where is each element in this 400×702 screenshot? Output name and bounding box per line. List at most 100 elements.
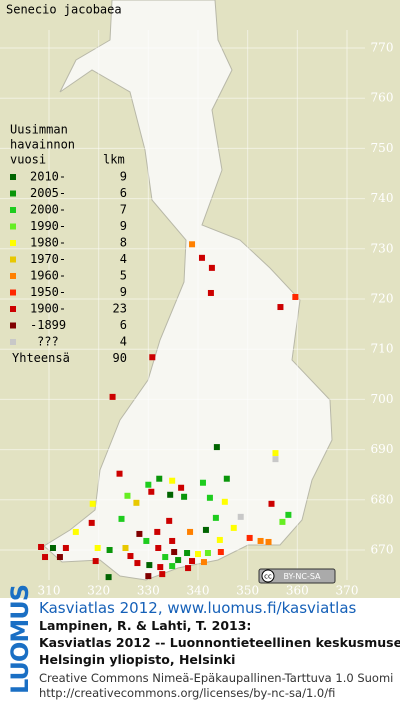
occurrence xyxy=(198,254,205,261)
occurrence xyxy=(207,289,214,296)
occurrence xyxy=(213,444,220,451)
occurrence xyxy=(136,530,143,537)
occurrence xyxy=(162,554,169,561)
legend-label: 1990- xyxy=(30,219,66,233)
legend-label: 1980- xyxy=(30,236,66,250)
occurrence xyxy=(265,538,272,545)
legend-heading: vuosi xyxy=(10,153,46,167)
occurrence xyxy=(184,550,191,557)
occurrence xyxy=(88,519,95,526)
occurrence xyxy=(49,544,56,551)
legend-count: 23 xyxy=(113,302,127,316)
y-tick-label: 750 xyxy=(371,141,394,155)
occurrence xyxy=(169,537,176,544)
legend-swatch xyxy=(10,306,16,312)
occurrence xyxy=(187,528,194,535)
occurrence xyxy=(217,549,224,556)
occurrence xyxy=(42,554,49,561)
license-line[interactable]: http://creativecommons.org/licenses/by-n… xyxy=(39,686,336,700)
occurrence xyxy=(134,560,141,567)
occurrence xyxy=(237,513,244,520)
x-tick-label: 370 xyxy=(336,584,359,598)
y-tick-label: 670 xyxy=(371,543,394,557)
legend-count: 7 xyxy=(120,203,127,217)
occurrence xyxy=(157,564,164,571)
occurrence xyxy=(185,565,192,572)
map-title: Senecio jacobaea xyxy=(6,3,122,17)
occurrence xyxy=(175,557,182,564)
legend-label: 2000- xyxy=(30,203,66,217)
occurrence xyxy=(206,494,213,501)
occurrence xyxy=(221,498,228,505)
occurrence xyxy=(124,492,131,499)
y-tick-label: 730 xyxy=(371,241,394,255)
legend-count: 4 xyxy=(120,335,127,349)
points xyxy=(38,241,299,581)
occurrence xyxy=(146,562,153,569)
occurrence xyxy=(285,511,292,518)
occurrence xyxy=(116,470,123,477)
occurrence xyxy=(246,534,253,541)
occurrence xyxy=(181,493,188,500)
legend-swatch xyxy=(10,273,16,279)
badge-icon: cc xyxy=(264,573,272,581)
occurrence xyxy=(171,549,178,556)
legend-label: ??? xyxy=(37,335,59,349)
legend-label: 1960- xyxy=(30,269,66,283)
x-tick-label: 330 xyxy=(137,584,160,598)
occurrence xyxy=(127,553,134,560)
occurrence xyxy=(89,500,96,507)
occurrence xyxy=(56,554,63,561)
badge-text: BY-NC-SA xyxy=(283,572,321,581)
logo: LUOMUS xyxy=(6,585,34,694)
occurrence xyxy=(159,571,166,578)
y-tick-label: 700 xyxy=(371,392,394,406)
occurrence xyxy=(200,559,207,566)
x-tick-label: 350 xyxy=(236,584,259,598)
occurrence xyxy=(178,484,185,491)
legend-swatch xyxy=(10,256,16,263)
footer-link[interactable]: Kasviatlas 2012, www.luomus.fi/kasviatla… xyxy=(39,599,357,617)
x-tick-label: 340 xyxy=(187,584,210,598)
occurrence xyxy=(145,573,152,580)
occurrence xyxy=(166,517,173,524)
citation-line: Kasviatlas 2012 -- Luonnontieteellinen k… xyxy=(39,635,400,650)
y-tick-label: 740 xyxy=(371,191,394,205)
occurrence xyxy=(94,544,101,551)
occurrence xyxy=(122,544,129,551)
legend-label: 2005- xyxy=(30,186,66,200)
occurrence xyxy=(216,536,223,543)
legend-count-heading: lkm xyxy=(103,153,125,167)
badge-circle xyxy=(261,569,275,583)
legend-label: 1900- xyxy=(30,302,66,316)
occurrence xyxy=(279,518,286,525)
legend-label: 2010- xyxy=(30,170,66,184)
occurrence xyxy=(133,499,140,506)
occurrence xyxy=(148,488,155,495)
x-tick-label: 360 xyxy=(286,584,309,598)
occurrence xyxy=(199,479,206,486)
occurrence xyxy=(189,558,196,565)
occurrence xyxy=(189,241,196,248)
occurrence xyxy=(149,354,156,361)
legend-count: 6 xyxy=(120,186,127,200)
occurrence xyxy=(169,477,176,484)
y-tick-label: 680 xyxy=(371,492,394,506)
legend-swatch xyxy=(10,174,16,180)
occurrence xyxy=(155,544,162,551)
legend-swatch xyxy=(10,207,16,213)
occurrence xyxy=(167,491,174,498)
legend-count: 4 xyxy=(120,252,127,266)
occurrence xyxy=(62,544,69,551)
legend-swatch xyxy=(10,190,16,197)
y-tick-label: 720 xyxy=(371,292,394,306)
occurrence xyxy=(92,558,99,565)
occurrence xyxy=(145,481,152,488)
legend-count: 6 xyxy=(120,318,127,332)
legend-swatch xyxy=(10,322,16,329)
legend-count: 9 xyxy=(120,219,127,233)
x-tick-label: 320 xyxy=(87,584,110,598)
badge-box xyxy=(258,568,336,584)
